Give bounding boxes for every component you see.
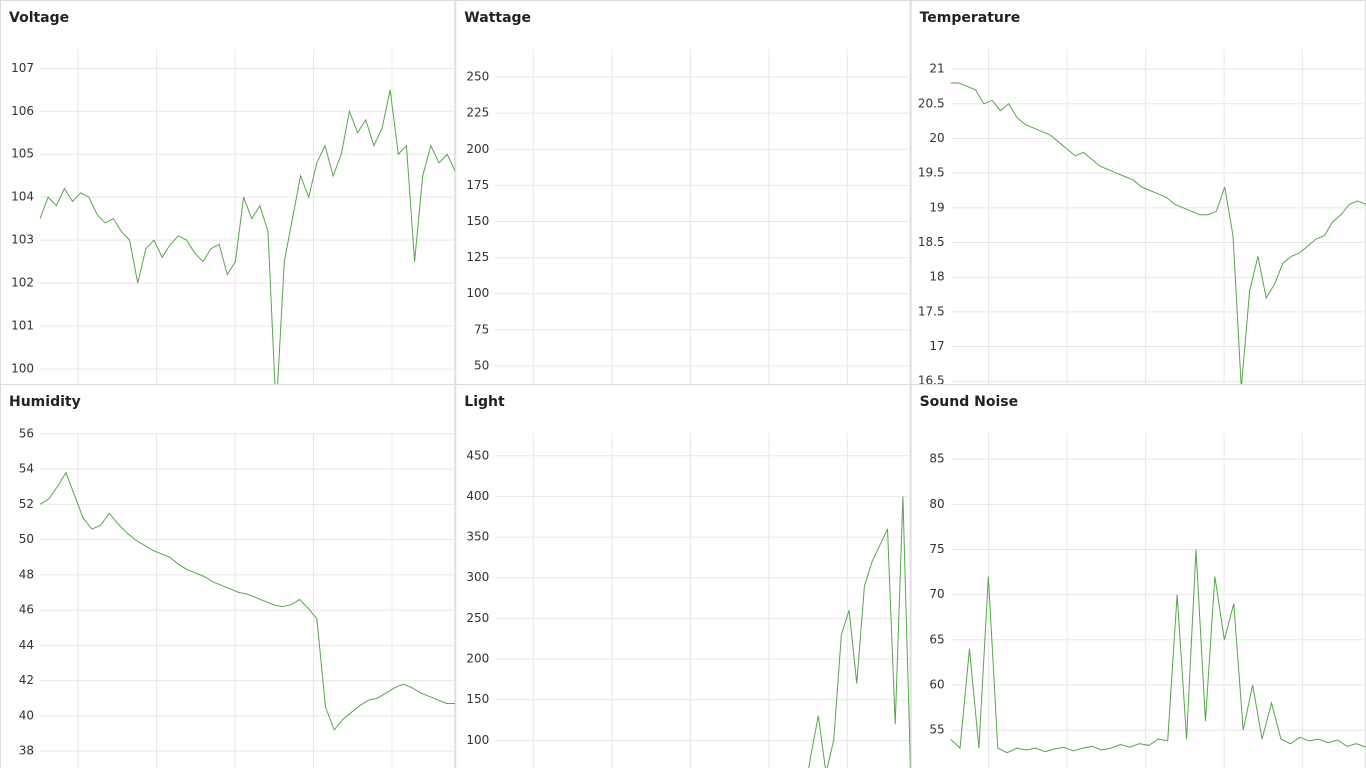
y-tick-label: 150 xyxy=(466,692,489,706)
y-tick-label: 106 xyxy=(11,104,34,118)
y-tick-label: 102 xyxy=(11,276,34,290)
y-tick-label: 42 xyxy=(19,673,34,687)
panel-title: Wattage xyxy=(464,10,531,26)
panel-border xyxy=(0,0,456,385)
y-tick-label: 40 xyxy=(19,708,34,722)
y-tick-label: 18 xyxy=(929,270,944,284)
y-tick-label: 21 xyxy=(929,62,944,76)
y-tick-label: 19 xyxy=(929,200,944,214)
y-tick-label: 107 xyxy=(11,61,34,75)
y-tick-label: 20 xyxy=(929,131,944,145)
panel-border xyxy=(455,0,911,385)
panel-title: Sound Noise xyxy=(920,394,1019,410)
y-tick-label: 105 xyxy=(11,147,34,161)
panel-border xyxy=(455,384,911,768)
y-tick-label: 65 xyxy=(929,632,944,646)
y-tick-label: 56 xyxy=(19,426,34,440)
panel: Temperature 16.5 17 17.5 18 18.5 19 19.5 20 20.5 2… xyxy=(910,0,1366,388)
panel: Voltage 100 101 102 103 104 105 106 107 xyxy=(0,0,456,385)
panel-border xyxy=(910,0,1366,385)
line-series xyxy=(950,82,1366,384)
y-tick-label: 70 xyxy=(929,587,944,601)
y-tick-label: 50 xyxy=(474,358,489,372)
y-tick-label: 52 xyxy=(19,497,34,511)
y-tick-label: 75 xyxy=(929,542,944,556)
y-tick-label: 46 xyxy=(19,603,34,617)
y-tick-label: 104 xyxy=(11,190,34,204)
panel: Humidity 38 40 42 44 46 48 50 52 54 56 xyxy=(0,384,456,768)
y-tick-label: 55 xyxy=(929,723,944,737)
y-tick-label: 250 xyxy=(466,611,489,625)
line-series xyxy=(40,89,456,384)
panel-title: Temperature xyxy=(920,10,1021,26)
y-tick-label: 101 xyxy=(11,319,34,333)
y-tick-label: 54 xyxy=(19,462,34,476)
y-tick-label: 48 xyxy=(19,567,34,581)
y-tick-label: 17 xyxy=(929,339,944,353)
line-series xyxy=(808,496,911,768)
panel-title: Humidity xyxy=(9,394,81,410)
y-tick-label: 80 xyxy=(929,497,944,511)
y-tick-label: 400 xyxy=(466,489,489,503)
y-tick-label: 250 xyxy=(466,70,489,84)
y-tick-label: 225 xyxy=(466,106,489,120)
y-tick-label: 350 xyxy=(466,530,489,544)
y-tick-label: 100 xyxy=(466,286,489,300)
y-tick-label: 18.5 xyxy=(918,235,945,249)
y-tick-label: 200 xyxy=(466,652,489,666)
y-tick-label: 200 xyxy=(466,142,489,156)
line-series xyxy=(950,549,1366,754)
y-tick-label: 100 xyxy=(11,361,34,375)
y-tick-label: 19.5 xyxy=(918,166,945,180)
panel: Light 100 150 200 250 300 350 400 450 xyxy=(455,384,911,768)
panel-title: Voltage xyxy=(9,10,69,26)
y-tick-label: 75 xyxy=(474,322,489,336)
y-tick-label: 85 xyxy=(929,452,944,466)
y-tick-label: 103 xyxy=(11,233,34,247)
panel-border xyxy=(910,384,1366,768)
y-tick-label: 100 xyxy=(466,733,489,747)
y-tick-label: 16.5 xyxy=(918,374,945,388)
y-tick-label: 125 xyxy=(466,250,489,264)
y-tick-label: 450 xyxy=(466,448,489,462)
y-tick-label: 50 xyxy=(19,532,34,546)
panel: Sound Noise 55 60 65 70 75 80 85 xyxy=(910,384,1366,768)
y-tick-label: 175 xyxy=(466,178,489,192)
panel: Wattage 50 75 100 125 150 175 200 225 250 xyxy=(455,0,911,385)
y-tick-label: 20.5 xyxy=(918,96,945,110)
y-tick-label: 150 xyxy=(466,214,489,228)
y-tick-label: 17.5 xyxy=(918,304,945,318)
panel-border xyxy=(0,384,456,768)
panel-title: Light xyxy=(464,394,505,410)
line-series xyxy=(40,471,456,731)
y-tick-label: 44 xyxy=(19,638,34,652)
y-tick-label: 60 xyxy=(929,677,944,691)
y-tick-label: 38 xyxy=(19,744,34,758)
y-tick-label: 300 xyxy=(466,570,489,584)
